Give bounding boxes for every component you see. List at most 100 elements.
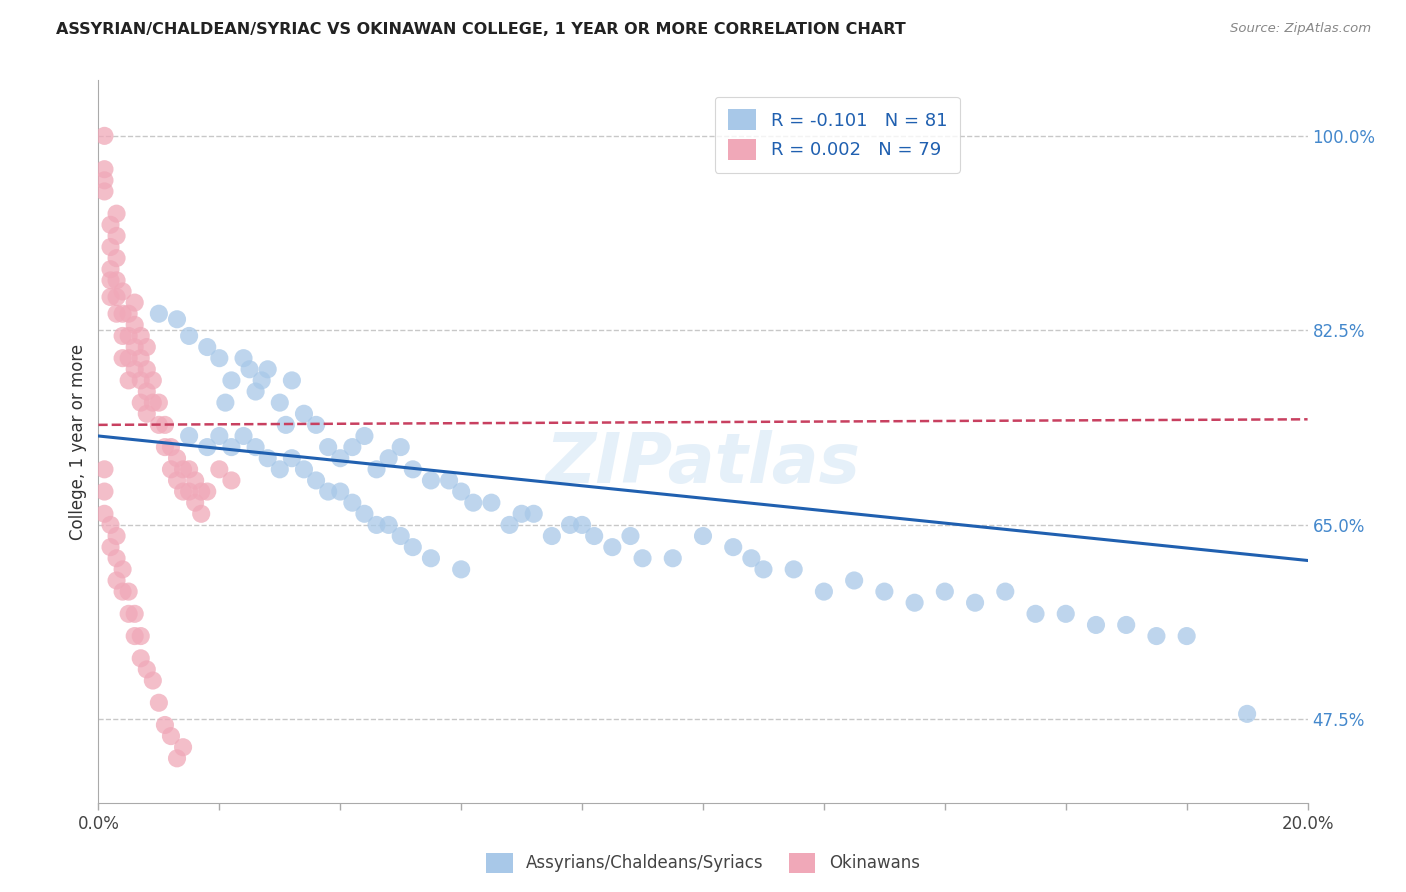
Text: ASSYRIAN/CHALDEAN/SYRIAC VS OKINAWAN COLLEGE, 1 YEAR OR MORE CORRELATION CHART: ASSYRIAN/CHALDEAN/SYRIAC VS OKINAWAN COL…: [56, 22, 905, 37]
Point: [118, 307, 141, 321]
Point: [208, 351, 231, 366]
Point: [1115, 618, 1137, 632]
Point: [195, 340, 218, 354]
Point: [602, 540, 624, 554]
Point: [245, 384, 267, 399]
Point: [105, 251, 128, 265]
Point: [221, 373, 243, 387]
Point: [179, 429, 201, 443]
Point: [100, 262, 122, 277]
Point: [105, 551, 128, 566]
Point: [934, 584, 956, 599]
Point: [316, 484, 339, 499]
Point: [190, 484, 212, 499]
Point: [256, 451, 278, 466]
Point: [366, 462, 388, 476]
Point: [135, 662, 157, 676]
Point: [463, 496, 485, 510]
Point: [124, 629, 146, 643]
Point: [619, 529, 641, 543]
Point: [124, 295, 146, 310]
Point: [135, 407, 157, 421]
Point: [166, 751, 188, 765]
Point: [873, 584, 896, 599]
Point: [208, 462, 231, 476]
Point: [129, 351, 152, 366]
Point: [269, 395, 291, 409]
Point: [269, 462, 291, 476]
Text: Source: ZipAtlas.com: Source: ZipAtlas.com: [1230, 22, 1371, 36]
Point: [208, 429, 231, 443]
Point: [558, 517, 581, 532]
Point: [148, 395, 170, 409]
Legend: R = -0.101   N = 81, R = 0.002   N = 79: R = -0.101 N = 81, R = 0.002 N = 79: [714, 96, 960, 172]
Point: [510, 507, 533, 521]
Point: [160, 440, 183, 454]
Point: [129, 629, 152, 643]
Point: [329, 484, 352, 499]
Point: [783, 562, 806, 576]
Point: [813, 584, 835, 599]
Point: [129, 373, 152, 387]
Point: [111, 307, 134, 321]
Point: [540, 529, 562, 543]
Point: [692, 529, 714, 543]
Point: [256, 362, 278, 376]
Point: [153, 440, 176, 454]
Point: [93, 128, 115, 143]
Point: [389, 529, 412, 543]
Point: [148, 307, 170, 321]
Point: [105, 207, 128, 221]
Point: [221, 474, 243, 488]
Point: [402, 462, 425, 476]
Point: [450, 562, 472, 576]
Point: [100, 540, 122, 554]
Point: [172, 462, 194, 476]
Point: [105, 228, 128, 243]
Point: [118, 329, 141, 343]
Point: [571, 517, 593, 532]
Point: [160, 462, 183, 476]
Point: [329, 451, 352, 466]
Point: [305, 417, 328, 432]
Point: [93, 484, 115, 499]
Point: [740, 551, 762, 566]
Point: [93, 507, 115, 521]
Point: [100, 290, 122, 304]
Point: [129, 395, 152, 409]
Point: [111, 562, 134, 576]
Y-axis label: College, 1 year or more: College, 1 year or more: [69, 343, 87, 540]
Point: [195, 440, 218, 454]
Point: [124, 607, 146, 621]
Point: [1085, 618, 1108, 632]
Point: [752, 562, 775, 576]
Point: [281, 373, 304, 387]
Point: [124, 340, 146, 354]
Point: [118, 607, 141, 621]
Point: [105, 273, 128, 287]
Point: [118, 351, 141, 366]
Point: [124, 362, 146, 376]
Point: [153, 718, 176, 732]
Point: [316, 440, 339, 454]
Point: [93, 462, 115, 476]
Point: [129, 651, 152, 665]
Legend: Assyrians/Chaldeans/Syriacs, Okinawans: Assyrians/Chaldeans/Syriacs, Okinawans: [479, 847, 927, 880]
Point: [1236, 706, 1258, 721]
Point: [172, 740, 194, 755]
Point: [148, 417, 170, 432]
Point: [100, 273, 122, 287]
Point: [450, 484, 472, 499]
Point: [232, 429, 254, 443]
Point: [342, 440, 364, 454]
Point: [124, 318, 146, 332]
Point: [214, 395, 236, 409]
Point: [292, 407, 315, 421]
Point: [232, 351, 254, 366]
Point: [179, 462, 201, 476]
Point: [250, 373, 273, 387]
Point: [111, 584, 134, 599]
Point: [1024, 607, 1046, 621]
Point: [281, 451, 304, 466]
Point: [274, 417, 297, 432]
